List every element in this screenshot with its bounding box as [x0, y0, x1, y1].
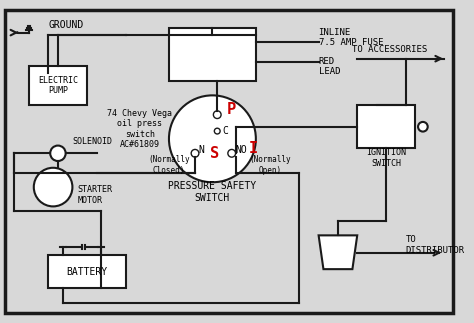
Text: C: C: [222, 126, 228, 136]
Bar: [169, 28, 256, 81]
Text: S: S: [210, 146, 219, 161]
Circle shape: [228, 150, 236, 157]
Text: (Normally
Closed): (Normally Closed): [148, 155, 190, 174]
Circle shape: [191, 150, 199, 157]
Bar: [357, 105, 415, 149]
Text: STARTER
MOTOR: STARTER MOTOR: [77, 185, 112, 204]
Text: INLINE
7.5 AMP FUSE: INLINE 7.5 AMP FUSE: [319, 28, 383, 47]
Text: IGNITION
SWITCH: IGNITION SWITCH: [366, 149, 406, 168]
Circle shape: [169, 95, 256, 182]
Circle shape: [213, 111, 221, 119]
Polygon shape: [319, 235, 357, 269]
Bar: [48, 255, 126, 288]
Circle shape: [214, 128, 220, 134]
Text: P: P: [227, 102, 236, 117]
Text: NO: NO: [236, 145, 247, 155]
Text: TO
DISTRIBUTOR: TO DISTRIBUTOR: [405, 235, 465, 255]
Text: N: N: [198, 145, 204, 155]
Circle shape: [50, 146, 66, 161]
Text: 74 Chevy Vega
oil press
switch
AC#61809: 74 Chevy Vega oil press switch AC#61809: [108, 109, 173, 149]
Text: GROUND: GROUND: [48, 20, 83, 30]
Circle shape: [34, 168, 73, 206]
Bar: [29, 67, 87, 105]
Text: TO ACCESSORIES: TO ACCESSORIES: [352, 45, 428, 54]
Text: ELECTRIC
PUMP: ELECTRIC PUMP: [38, 76, 78, 95]
Text: (Normally
Open): (Normally Open): [249, 155, 291, 174]
Text: PRESSURE SAFETY
SWITCH: PRESSURE SAFETY SWITCH: [168, 181, 256, 203]
Circle shape: [418, 122, 428, 131]
Text: SOLENOID: SOLENOID: [73, 137, 112, 146]
Text: RED
LEAD: RED LEAD: [319, 57, 340, 76]
Text: I: I: [248, 141, 257, 156]
Text: BATTERY: BATTERY: [66, 266, 108, 276]
